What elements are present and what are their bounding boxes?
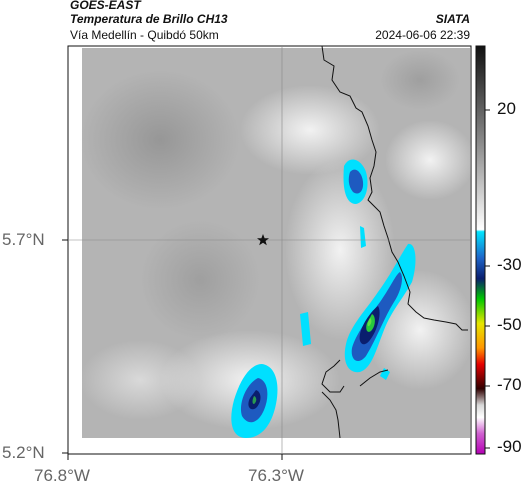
colorbar-label: -30: [497, 255, 522, 274]
title: GOES-EAST: [70, 0, 141, 12]
colorbar-label: -70: [497, 375, 522, 394]
region-label: Vía Medellín - Quibdó 50km: [70, 28, 219, 42]
colorbar-label: -50: [497, 315, 522, 334]
colorbar-label: -90: [497, 437, 522, 456]
timestamp: 2024-06-06 22:39: [375, 28, 470, 42]
colorbar-label: 20: [497, 99, 516, 118]
subtitle: Temperatura de Brillo CH13: [70, 12, 228, 26]
source-label: SIATA: [435, 12, 470, 26]
location-star-marker: [257, 234, 269, 246]
lon-label-76-8: 76.8°W: [34, 466, 90, 485]
colorbar: [475, 45, 490, 455]
lon-label-76-3: 76.3°W: [248, 466, 304, 485]
lat-label-5-7: 5.7°N: [2, 230, 45, 249]
lat-label-5-2: 5.2°N: [2, 443, 45, 462]
